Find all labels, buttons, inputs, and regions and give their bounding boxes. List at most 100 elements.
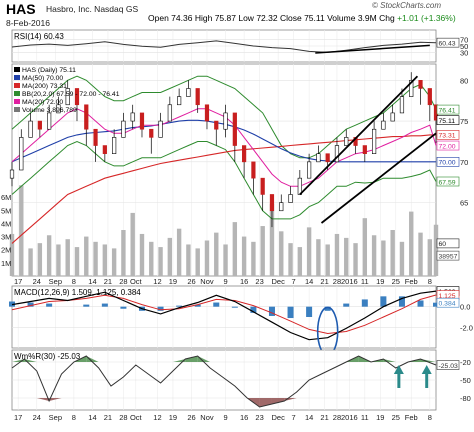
candle-body — [149, 128, 154, 138]
x-axis-tick-label: 25 — [392, 277, 400, 286]
ma200-line — [11, 134, 436, 244]
volume-bar — [176, 228, 182, 276]
volume-tick-label: 1M — [1, 259, 11, 268]
candle-body — [399, 96, 405, 114]
volume-bar — [167, 237, 173, 276]
ohlc-summary: Open 74.36 High 75.87 Low 72.32 Close 75… — [148, 13, 456, 23]
legend-entry: HAS (Daily) 75.11 — [22, 67, 76, 74]
price-value-tag: 76.41 — [439, 107, 456, 114]
macd-histogram-bar — [46, 303, 53, 307]
ticker-symbol: HAS — [6, 1, 36, 17]
volume-bar — [195, 248, 200, 276]
x-axis-tick-label: Dec — [271, 413, 285, 422]
volume-bar — [46, 235, 52, 276]
x-axis-tick-label: 11 — [361, 277, 369, 286]
legend-swatch — [14, 99, 20, 104]
macd-histogram-bar — [101, 303, 108, 307]
macd-signal-line — [11, 294, 437, 335]
wmr-oversold-fill — [271, 398, 285, 404]
x-axis-tick-label: 12 — [153, 413, 161, 422]
price-value-tag-box — [436, 130, 460, 140]
volume-bar — [344, 237, 349, 276]
bb-upper-line — [11, 75, 437, 159]
volume-bar — [204, 240, 210, 276]
x-axis-tick-label: Oct — [130, 277, 143, 286]
rsi-tick-label: 50 — [460, 42, 468, 51]
price-value-tag-box — [436, 176, 460, 187]
candle-body — [9, 169, 15, 179]
x-axis-tick-label: 17 — [14, 277, 22, 286]
volume-bar — [418, 232, 423, 276]
wmr-arrow-head — [393, 365, 404, 374]
x-axis-tick-label: 14 — [305, 413, 313, 422]
price-value-tag: 72.00 — [439, 143, 456, 150]
candle-body — [251, 161, 256, 179]
macd-value-tag: 0.384 — [439, 300, 456, 307]
volume-bar — [241, 236, 247, 276]
macd-histogram-bar — [194, 304, 201, 307]
macd-histogram-bar — [287, 306, 294, 319]
volume-bar — [102, 244, 108, 276]
candle-body — [316, 153, 321, 163]
x-axis-tick-label: 21 — [320, 413, 328, 422]
volume-value: 3.9M — [357, 13, 377, 23]
volume-bar — [353, 243, 358, 276]
x-axis-tick-label: 23 — [255, 413, 263, 422]
volume-bar — [269, 203, 275, 276]
macd-histogram-bar — [213, 302, 220, 307]
volume-tick-label: 6M — [1, 193, 11, 202]
wmr-oversold-fill — [259, 398, 272, 407]
rsi-line — [11, 40, 437, 53]
volume-bar — [93, 241, 98, 276]
stockcharts-credit: © StockCharts.com — [372, 1, 442, 10]
volume-tick-label: 2M — [1, 246, 11, 255]
macd-label: MACD(12,26,9) 1.509, 1.125, 0.384 — [14, 288, 141, 297]
volume-bar — [306, 227, 312, 276]
x-axis-tick-label: Sep — [49, 277, 62, 286]
volume-bar — [427, 239, 433, 276]
candle-body — [28, 120, 33, 138]
x-axis-tick-label: 7 — [292, 277, 296, 286]
high-value: 75.87 — [214, 13, 236, 23]
change-value: +1.01 (+1.36%) — [397, 13, 456, 23]
volume-bar — [279, 231, 284, 276]
candle-body — [121, 120, 126, 138]
macd-histogram-bar — [27, 302, 34, 307]
x-axis-tick-label: 28 — [119, 277, 127, 286]
price-value-tag-box — [436, 104, 460, 115]
volume-bar — [149, 241, 154, 276]
candle-body — [93, 128, 98, 146]
price-value-tag-box — [436, 238, 460, 249]
wmr-last-value-tag-box — [436, 360, 460, 370]
price-value-tag: 67.59 — [439, 179, 456, 186]
volume-bar — [56, 244, 61, 276]
x-axis-tick-label: 28 — [333, 413, 341, 422]
rsi-last-value-tag: 60.43 — [439, 40, 456, 47]
candle-body — [307, 161, 312, 179]
macd-histogram-bar — [433, 302, 439, 307]
macd-histogram-bar — [231, 306, 238, 308]
change-label: Chg — [379, 13, 395, 23]
x-axis-tick-label: 2016 — [341, 277, 358, 286]
candle-body — [269, 194, 275, 212]
wmr-label: Wm%R(30) -25.03 — [14, 352, 81, 361]
candle-body — [288, 194, 293, 203]
x-axis-tick-label: 8 — [72, 277, 76, 286]
x-axis-tick-label: 28 — [333, 277, 341, 286]
high-label: High — [194, 13, 213, 23]
candle-body — [418, 80, 423, 89]
macd-histogram-bar — [306, 306, 313, 317]
legend-entry: MA(50) 70.00 — [22, 75, 63, 82]
volume-bar — [223, 244, 228, 276]
candle-body — [37, 120, 42, 130]
macd-tick-label: -2.0 — [460, 323, 473, 332]
wmr-overbought-fill — [185, 356, 198, 362]
volume-bar — [214, 232, 219, 276]
volume-bar — [186, 244, 191, 276]
x-axis-tick-label: 19 — [376, 277, 384, 286]
low-value: 72.32 — [256, 13, 278, 23]
price-value-tag: 60 — [439, 241, 447, 248]
x-axis-tick-label: 24 — [33, 277, 41, 286]
wmr-tick-label: -20 — [460, 358, 471, 367]
